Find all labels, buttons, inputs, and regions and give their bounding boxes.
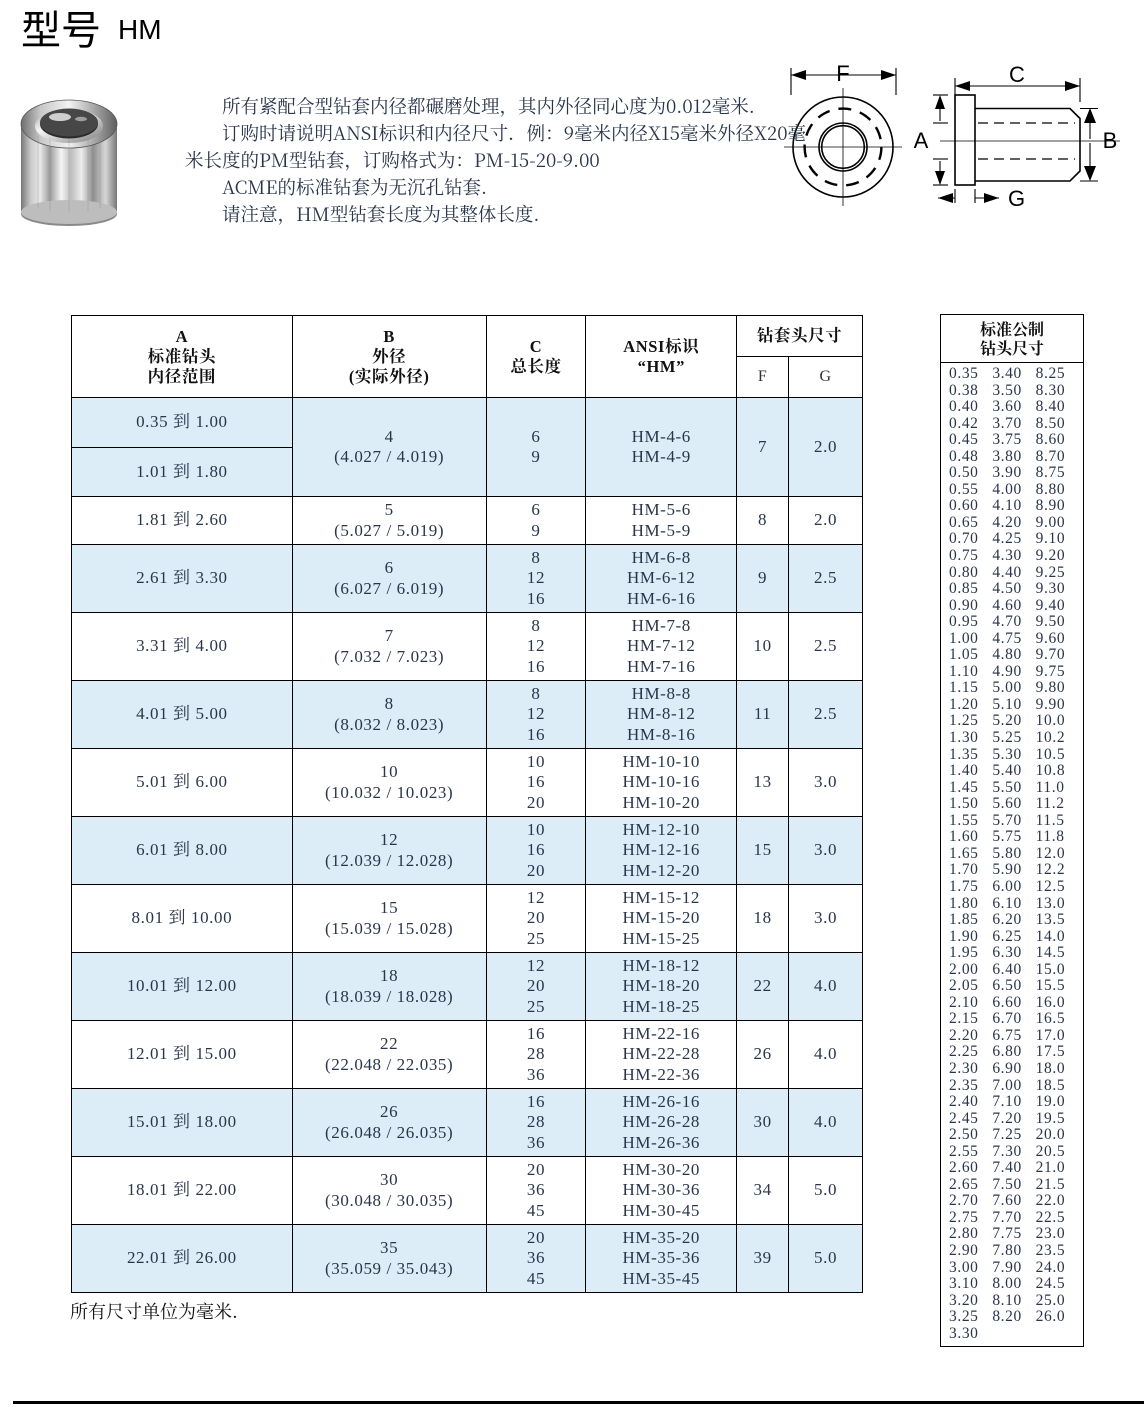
svg-text:F: F [836,61,849,86]
svg-text:A: A [914,128,929,153]
svg-text:B: B [1103,128,1118,153]
svg-text:G: G [1008,186,1025,211]
svg-text:C: C [1009,62,1025,87]
